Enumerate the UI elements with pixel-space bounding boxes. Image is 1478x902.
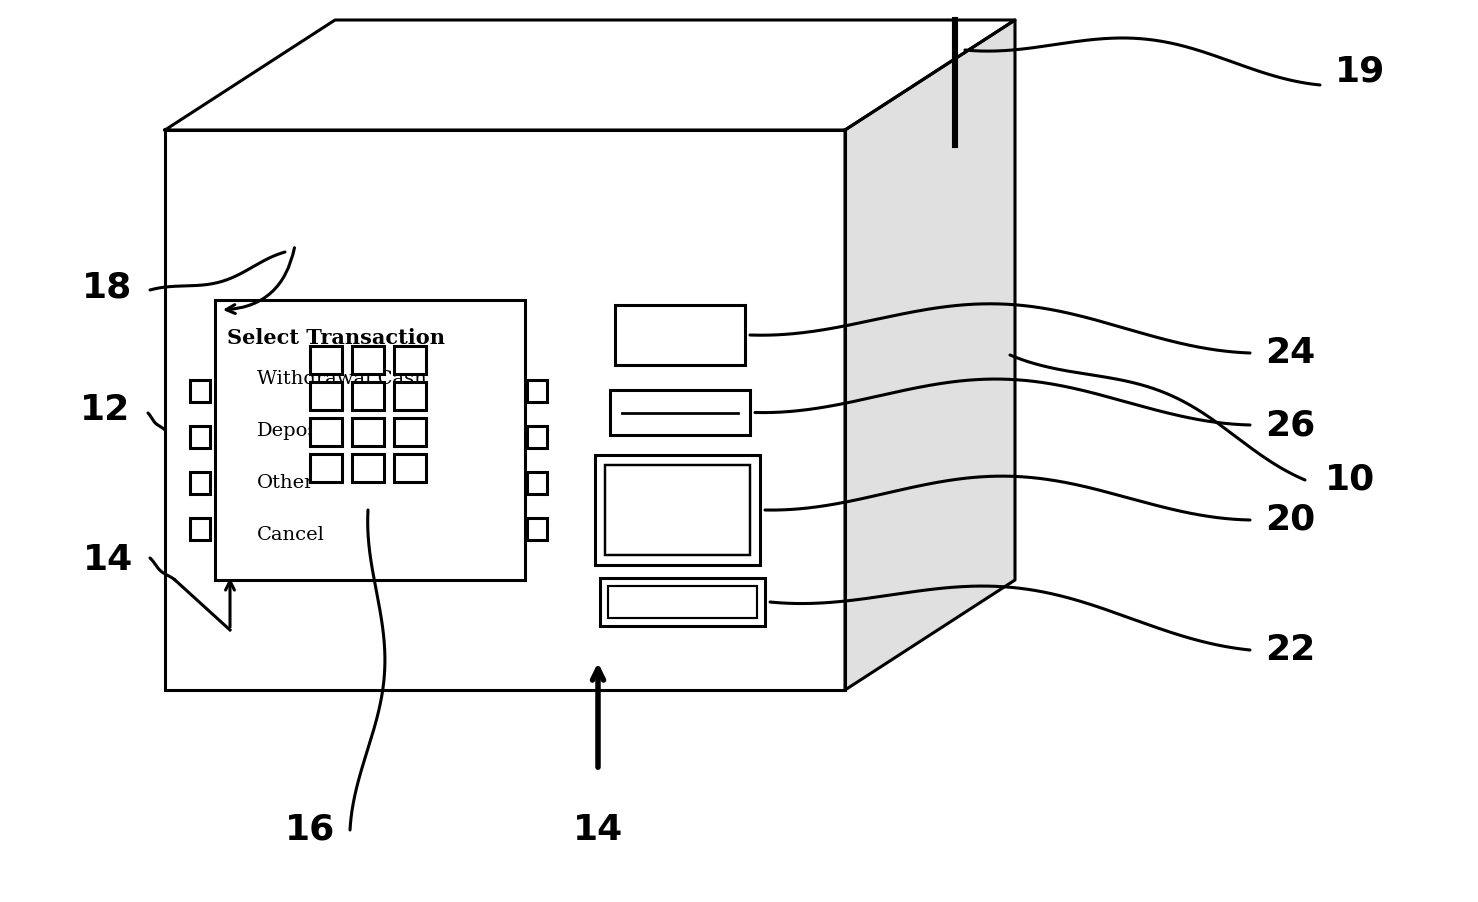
- Text: 18: 18: [81, 271, 132, 305]
- Bar: [310, 346, 341, 374]
- Bar: [528, 380, 547, 402]
- Bar: [395, 346, 426, 374]
- Text: Withdrawal Cash: Withdrawal Cash: [257, 370, 427, 388]
- Bar: [191, 380, 210, 402]
- Bar: [191, 426, 210, 448]
- Bar: [352, 454, 384, 482]
- Text: 22: 22: [1265, 633, 1315, 667]
- Bar: [395, 454, 426, 482]
- Bar: [352, 382, 384, 410]
- Text: Cancel: Cancel: [257, 526, 325, 544]
- Bar: [166, 130, 845, 690]
- Text: 19: 19: [1335, 55, 1385, 89]
- Bar: [605, 465, 749, 555]
- Bar: [310, 382, 341, 410]
- Text: 24: 24: [1265, 336, 1315, 370]
- Bar: [607, 586, 757, 618]
- Text: 14: 14: [573, 813, 624, 847]
- Bar: [352, 346, 384, 374]
- Text: 26: 26: [1265, 408, 1315, 442]
- Polygon shape: [166, 20, 1015, 130]
- Text: 10: 10: [1324, 463, 1375, 497]
- Bar: [214, 300, 525, 580]
- Text: Select Transaction: Select Transaction: [228, 328, 445, 348]
- Bar: [596, 455, 760, 565]
- Bar: [615, 305, 745, 365]
- Bar: [610, 390, 749, 435]
- Polygon shape: [845, 20, 1015, 690]
- Bar: [191, 472, 210, 494]
- Text: Other: Other: [257, 474, 315, 492]
- Text: Deposit: Deposit: [257, 422, 333, 440]
- Bar: [600, 578, 766, 626]
- Bar: [310, 418, 341, 446]
- Bar: [352, 418, 384, 446]
- Bar: [191, 518, 210, 540]
- Bar: [395, 382, 426, 410]
- Bar: [528, 518, 547, 540]
- Bar: [310, 454, 341, 482]
- Text: 16: 16: [285, 813, 336, 847]
- Text: 12: 12: [80, 393, 130, 427]
- Text: 14: 14: [83, 543, 133, 577]
- Bar: [528, 472, 547, 494]
- Bar: [528, 426, 547, 448]
- Text: 20: 20: [1265, 503, 1315, 537]
- Bar: [395, 418, 426, 446]
